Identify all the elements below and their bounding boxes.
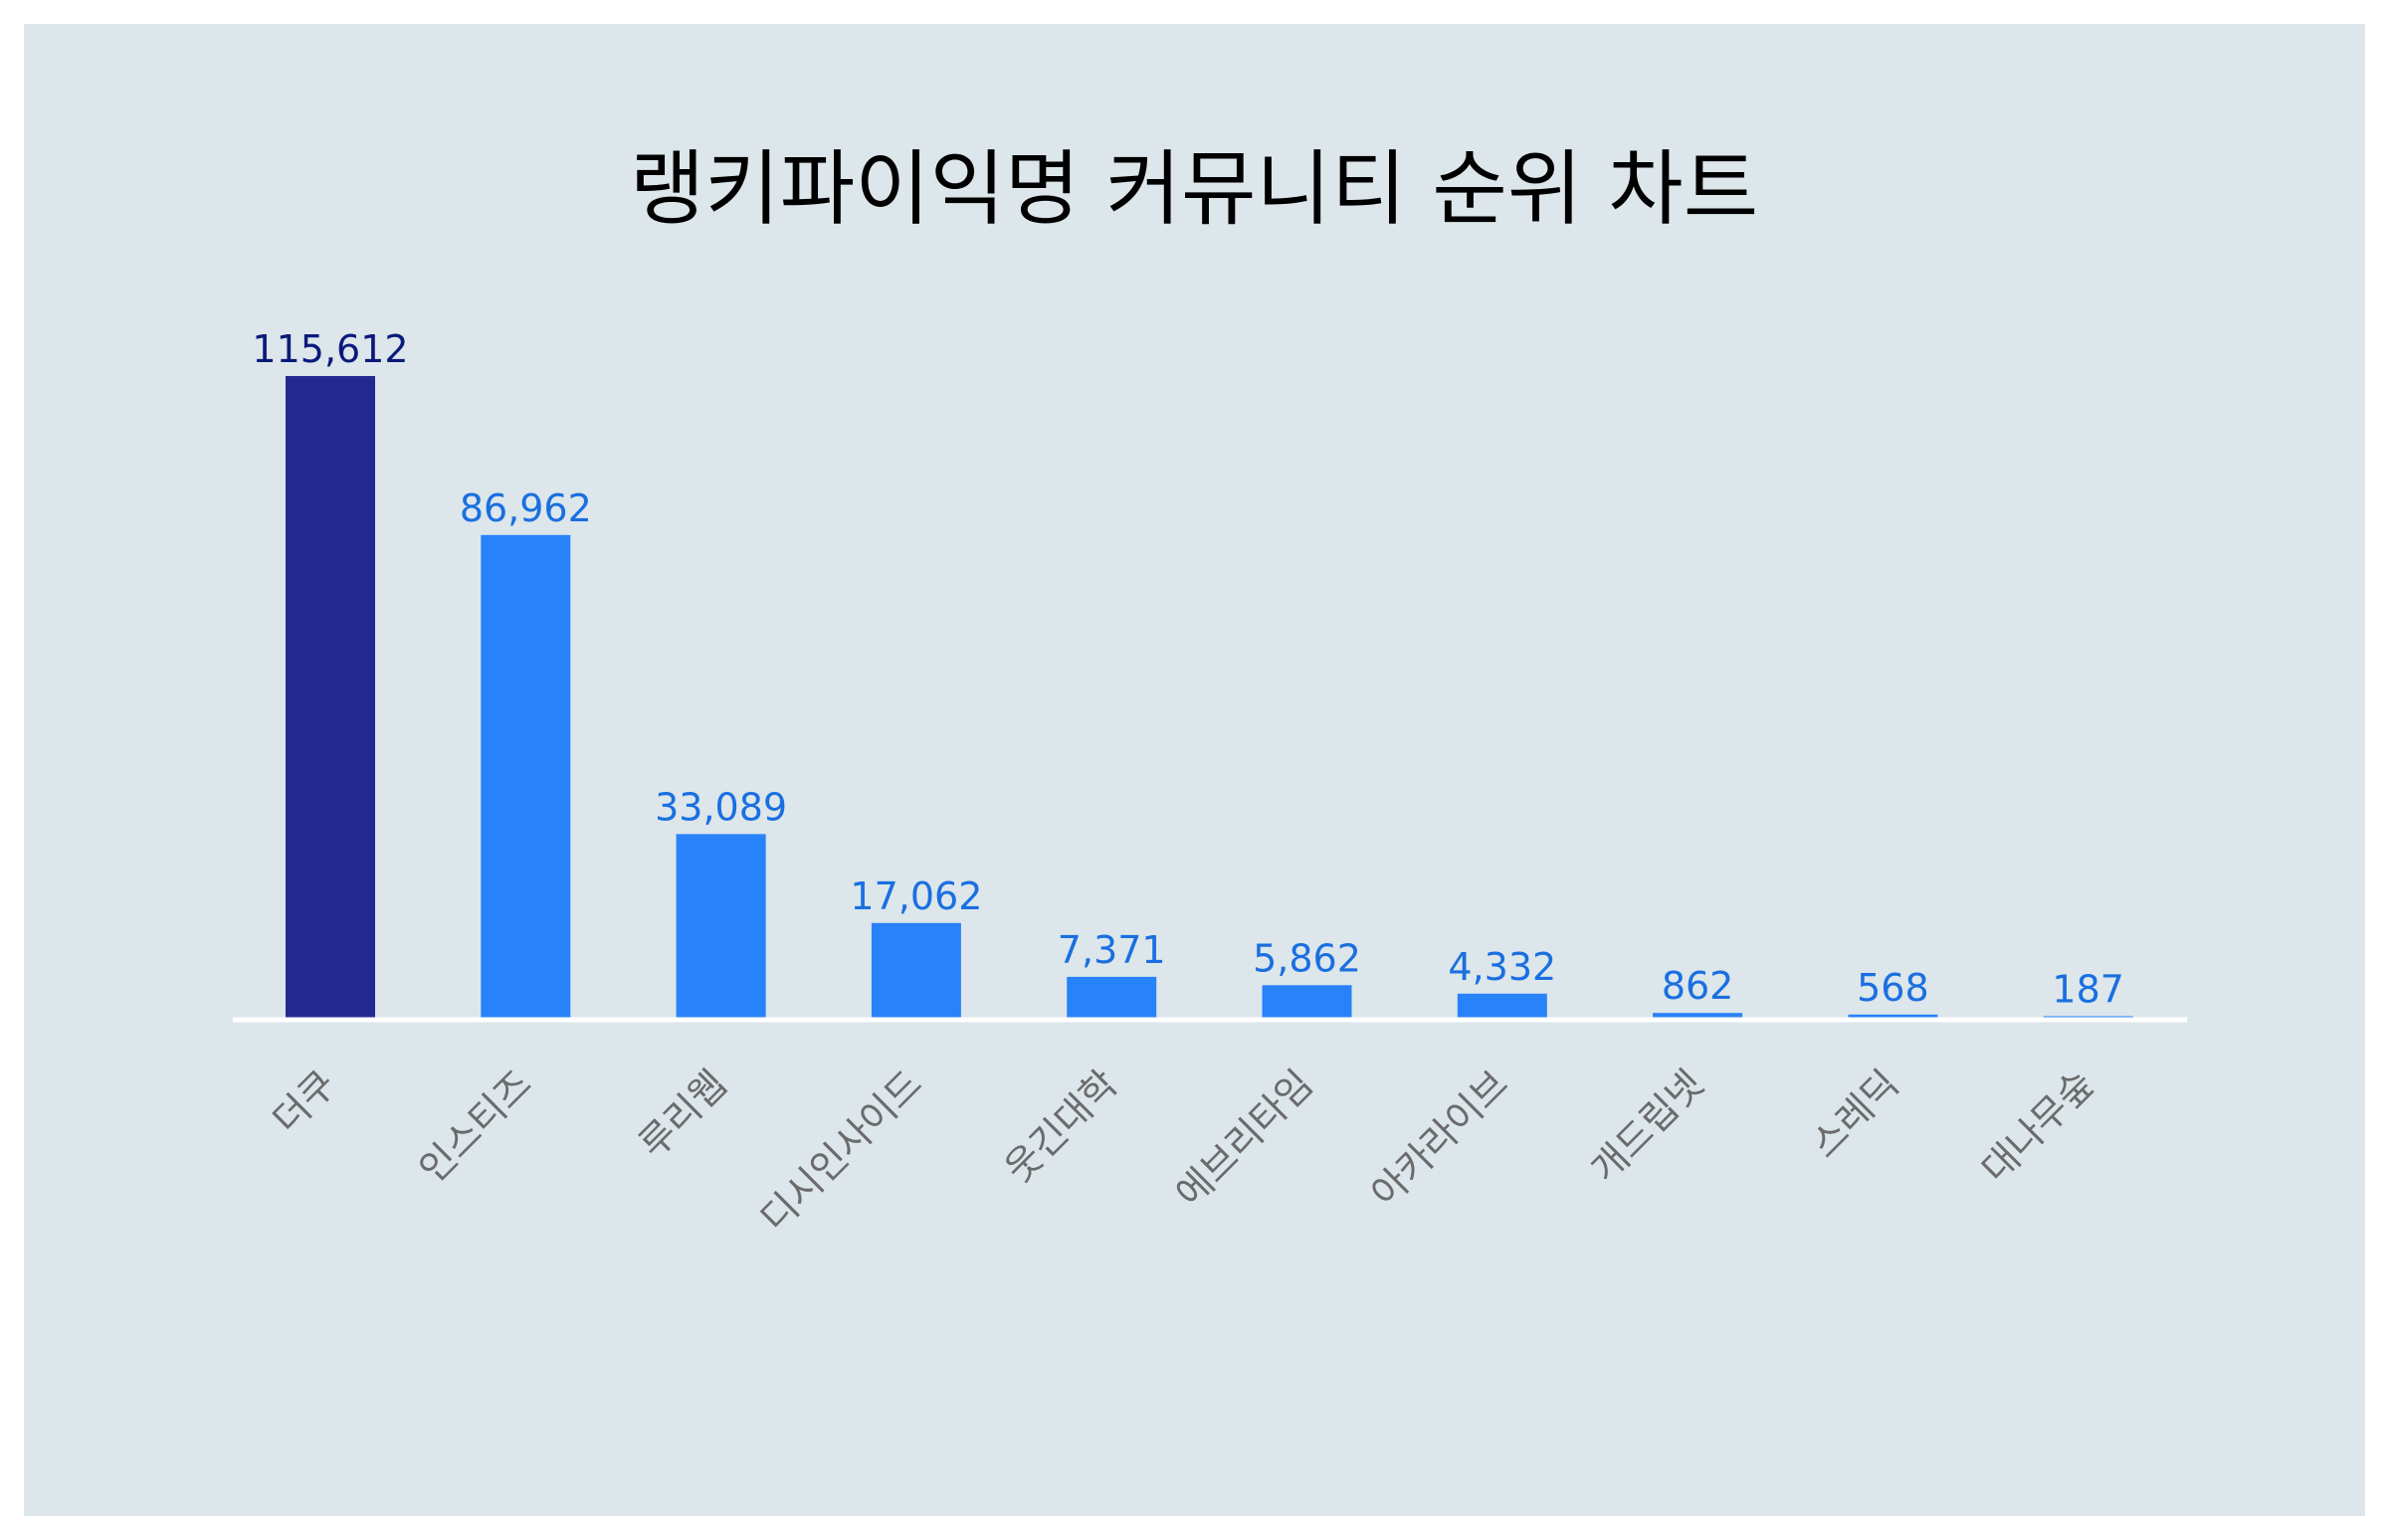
value-label-6: 4,332: [1448, 945, 1556, 989]
bar-4: [1067, 976, 1157, 1018]
category-label-8: 스레딕: [1802, 1061, 1906, 1166]
category-label-5: 에브리타임: [1167, 1061, 1321, 1216]
bar-0: [286, 376, 375, 1018]
category-label-3: 디시인사이드: [752, 1061, 930, 1240]
chart-title: 랭키파이익명 커뮤니티 순위 차트: [629, 142, 1759, 237]
value-label-2: 33,089: [655, 785, 787, 829]
value-label-3: 17,062: [850, 874, 982, 918]
bar-7: [1653, 1013, 1743, 1018]
bar-5: [1262, 985, 1352, 1018]
bar-2: [676, 834, 766, 1018]
category-label-9: 대나무숲: [1973, 1061, 2102, 1191]
bar-8: [1848, 1014, 1938, 1018]
bar-9: [2043, 1016, 2133, 1018]
value-label-9: 187: [2052, 968, 2124, 1012]
bar-1: [481, 534, 571, 1018]
chart-panel: [24, 24, 2365, 1516]
value-labels-layer: 115,612 86,962 33,089 17,062 7,371 5,862 4,332…: [252, 327, 2124, 1012]
category-label-0: 더쿠: [265, 1061, 345, 1142]
value-label-7: 862: [1662, 964, 1734, 1008]
value-label-0: 115,612: [252, 327, 408, 371]
category-label-7: 개드립넷: [1582, 1061, 1711, 1191]
category-label-6: 아카라이브: [1362, 1061, 1516, 1216]
value-label-4: 7,371: [1058, 928, 1166, 972]
category-label-4: 웃긴대학: [997, 1061, 1126, 1191]
category-labels-layer: 더쿠 인스티즈 루리웹 디시인사이드 웃긴대학 에브리타임 아카라이브 개드립넷 스레딕 대나무숲: [265, 1061, 2102, 1240]
value-label-1: 86,962: [460, 486, 592, 530]
category-label-2: 루리웹: [631, 1061, 735, 1166]
bar-3: [871, 922, 961, 1018]
category-label-1: 인스티즈: [411, 1061, 540, 1191]
value-label-8: 568: [1857, 966, 1929, 1010]
value-label-5: 5,862: [1253, 936, 1361, 980]
bar-6: [1457, 993, 1547, 1018]
bars-layer: [286, 376, 2133, 1018]
